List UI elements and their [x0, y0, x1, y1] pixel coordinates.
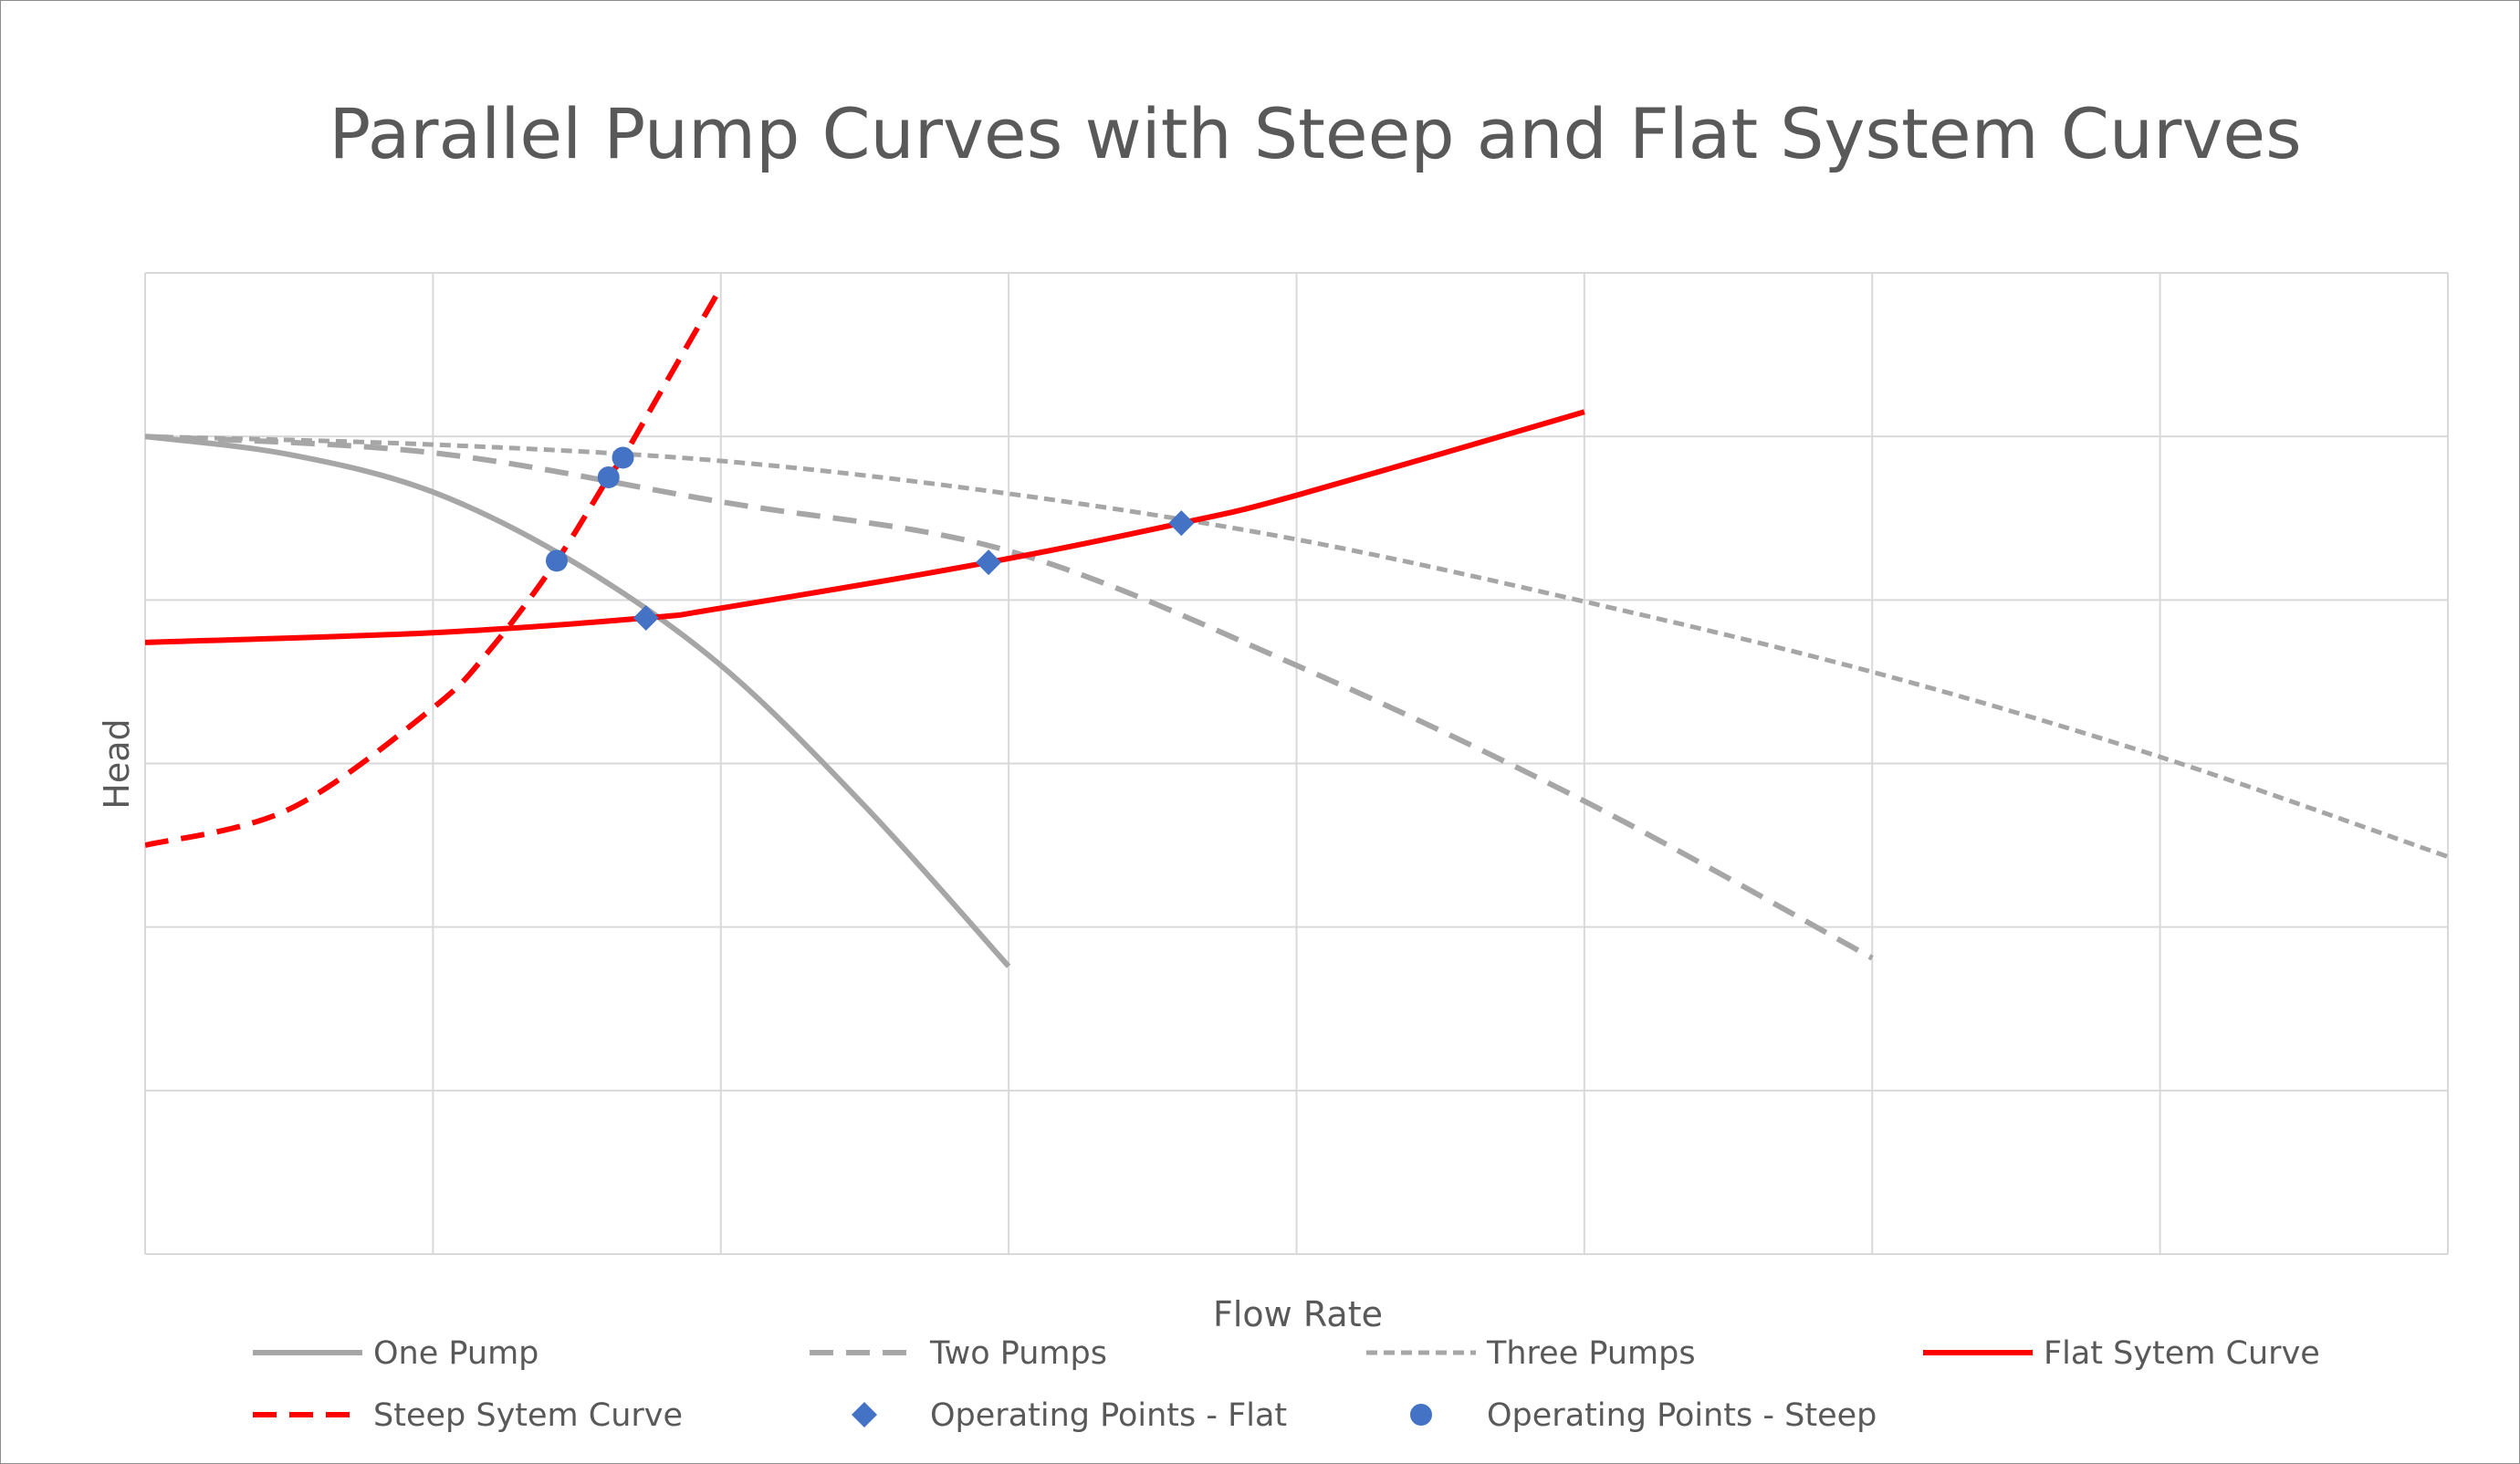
legend-item-one-pump: One Pump [253, 1335, 539, 1372]
legend-label-operating-points-flat: Operating Points - Flat [930, 1397, 1287, 1434]
operating-points-flat-point-0 [633, 605, 659, 632]
legend: One Pump Two Pumps Three Pumps Flat Sytem C… [253, 1335, 2320, 1434]
legend-swatch-operating-points-flat [852, 1402, 877, 1427]
legend-label-three-pumps: Three Pumps [1486, 1335, 1696, 1372]
chart-title: Parallel Pump Curves with Steep and Flat… [329, 93, 2301, 174]
plot-grid [144, 272, 2449, 1255]
steep-sytem-curve-line [145, 286, 724, 849]
legend-item-steep-sytem-curve: Steep Sytem Curve [253, 1397, 683, 1434]
operating-points-steep-point-1 [597, 465, 620, 488]
one-pump-line [145, 434, 1011, 968]
legend-item-three-pumps: Three Pumps [1366, 1335, 1696, 1372]
legend-label-one-pump: One Pump [373, 1335, 539, 1372]
legend-label-two-pumps: Two Pumps [929, 1335, 1107, 1372]
two-pumps-line [145, 434, 1874, 961]
legend-item-flat-sytem-curve: Flat Sytem Curve [1923, 1335, 2320, 1372]
x-axis-title: Flow Rate [1213, 1294, 1383, 1334]
three-pumps-line [145, 434, 2448, 859]
legend-label-operating-points-steep: Operating Points - Steep [1487, 1397, 1877, 1434]
flat-sytem-curve-line [145, 409, 1585, 645]
operating-points-steep-point-2 [612, 446, 634, 469]
operating-points-flat-point-1 [976, 549, 1002, 576]
legend-item-operating-points-flat: Operating Points - Flat [852, 1397, 1287, 1434]
legend-item-two-pumps: Two Pumps [810, 1335, 1107, 1372]
series-layer [145, 286, 2448, 968]
legend-item-operating-points-steep: Operating Points - Steep [1410, 1397, 1877, 1434]
y-axis-title: Head [97, 718, 137, 809]
operating-points-steep-point-0 [545, 549, 568, 572]
operating-points-flat-point-2 [1168, 510, 1195, 537]
legend-swatch-operating-points-steep [1410, 1404, 1432, 1426]
legend-label-steep-sytem-curve: Steep Sytem Curve [373, 1397, 683, 1434]
marker-layer [545, 446, 1195, 632]
legend-label-flat-sytem-curve: Flat Sytem Curve [2044, 1335, 2320, 1372]
